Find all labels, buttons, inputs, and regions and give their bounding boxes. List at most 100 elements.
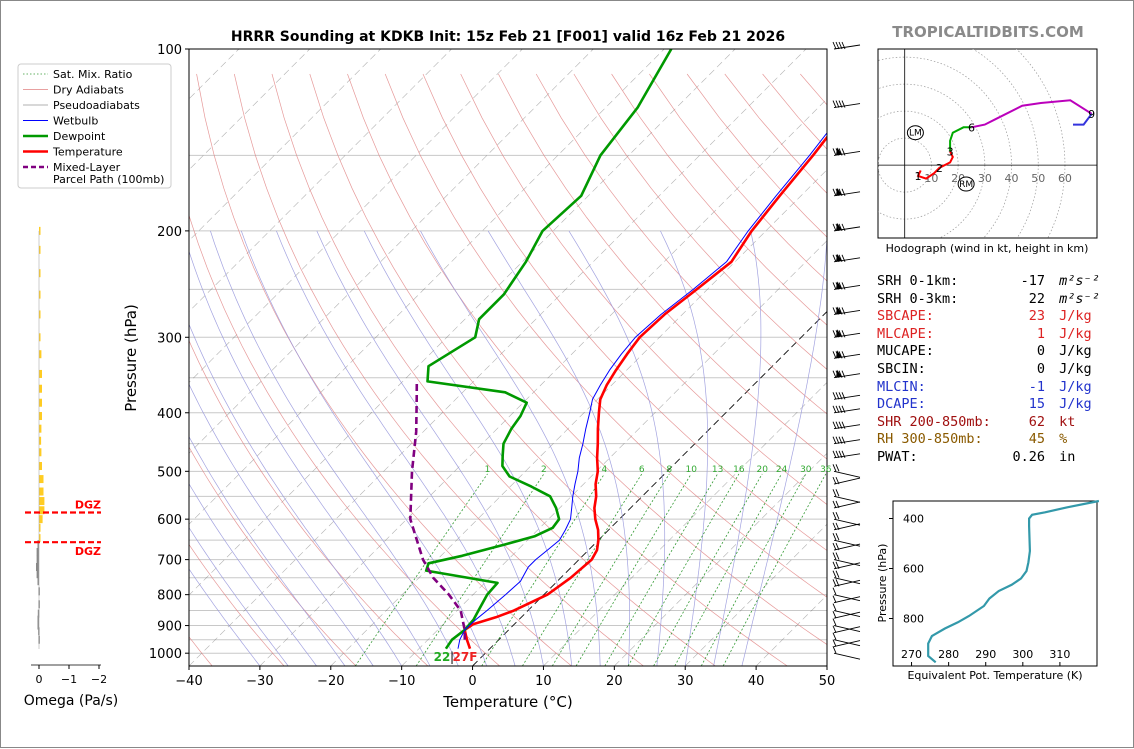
mixing-ratio-line <box>482 474 605 666</box>
wind-barbs <box>833 42 860 659</box>
mixing-ratio-line <box>675 474 782 666</box>
omega-tick-label: −1 <box>61 673 77 686</box>
y-tick-label: 400 <box>157 407 182 422</box>
index-row: RH 300-850mb:45 % <box>877 431 1100 449</box>
index-row: SRH 0-1km:-17 m²s⁻² <box>877 273 1100 291</box>
wind-barb-feather <box>833 596 836 603</box>
right-mover-marker-label: RM <box>959 180 973 190</box>
wind-barb-feather <box>836 512 839 519</box>
isotherm-line <box>189 49 806 666</box>
wind-barb-feather <box>833 189 836 196</box>
wind-barb-feather <box>836 406 839 413</box>
omega-axis-label: Omega (Pa/s) <box>24 693 119 709</box>
wind-barb-feather <box>833 571 836 578</box>
wind-barb <box>833 254 860 262</box>
wind-barb <box>833 512 860 525</box>
mixing-ratio-line <box>552 474 669 666</box>
wind-barb <box>833 543 860 550</box>
dgz-label: DGZ <box>75 499 101 512</box>
wind-barb-feather <box>833 604 836 611</box>
legend-label: Sat. Mix. Ratio <box>53 68 133 81</box>
omega-bar <box>37 570 39 578</box>
hodograph-ring-label: 30 <box>978 172 992 185</box>
moist-adiabat <box>714 231 761 666</box>
index-unit: m²s⁻² <box>1051 291 1100 307</box>
hodograph-frame <box>878 49 1097 238</box>
wind-barb-shaft <box>834 627 860 633</box>
omega-bar <box>39 412 42 420</box>
hodograph-ring-label: 40 <box>1005 172 1019 185</box>
x-tick-label: 30 <box>677 674 694 689</box>
y-tick-label: 500 <box>157 465 182 480</box>
wind-barb-feather <box>833 451 836 458</box>
wind-barb-feather <box>833 633 836 640</box>
index-unit: m²s⁻² <box>1051 273 1100 289</box>
mixing-ratio-label: 30 <box>800 465 812 475</box>
index-row: SBCIN:0 J/kg <box>877 361 1100 379</box>
y-axis-label: Pressure (hPa) <box>122 304 140 412</box>
mixing-ratio-label: 20 <box>756 465 768 475</box>
x-tick-label: 10 <box>535 674 552 689</box>
index-label: SBCAPE: <box>877 308 997 326</box>
wind-barb-feather <box>833 543 836 550</box>
moist-adiabat <box>742 231 828 666</box>
moist-adiabat <box>421 231 601 666</box>
skewt-frame <box>189 49 827 666</box>
mixing-ratio-line <box>654 474 763 666</box>
omega-bar <box>39 475 44 483</box>
index-row: MLCAPE:1 J/kg <box>877 326 1100 344</box>
wind-barb <box>833 533 860 546</box>
legend-label: Temperature <box>52 146 123 159</box>
wind-barb-feather <box>833 646 836 653</box>
wind-barb-shaft <box>834 560 860 566</box>
wind-barb-feather <box>833 224 836 231</box>
legend-label: Wetbulb <box>53 115 98 128</box>
index-unit: J/kg <box>1051 343 1092 359</box>
legend-label: Pseudoadiabats <box>53 99 140 112</box>
x-tick-label: −30 <box>246 674 273 689</box>
hodograph-height-label: 2 <box>936 162 943 175</box>
wind-barb-feather <box>836 101 839 108</box>
left-mover-marker-label: LM <box>909 129 922 139</box>
surface-temperature-label: 27F <box>453 650 478 664</box>
wind-barb-shaft <box>834 496 860 502</box>
wind-barb <box>833 306 860 314</box>
moist-adiabat <box>52 231 260 666</box>
omega-tick-label: 0 <box>36 673 43 686</box>
legend-label: Dry Adiabats <box>53 84 124 97</box>
index-value: 22 <box>997 291 1045 309</box>
x-tick-label: 20 <box>606 674 623 689</box>
dry-adiabat <box>159 74 500 666</box>
wind-barb-feather <box>833 351 836 358</box>
mixing-ratio-line <box>723 474 826 666</box>
wind-barb-shaft <box>834 611 860 617</box>
dry-adiabat <box>272 74 715 666</box>
mixing-ratio-line <box>605 474 718 666</box>
index-label: SRH 0-1km: <box>877 273 997 291</box>
x-tick-label: 40 <box>748 674 765 689</box>
wind-barb <box>833 501 860 508</box>
index-row: SRH 0-3km:22 m²s⁻² <box>877 291 1100 309</box>
hodograph-caption: Hodograph (wind in kt, height in km) <box>886 242 1089 255</box>
wind-barb-shaft <box>834 653 860 659</box>
mixing-ratio-label: 13 <box>712 465 723 475</box>
hodograph-ring-label: 50 <box>1031 172 1045 185</box>
wind-barb-feather <box>833 148 836 155</box>
omega-bar <box>39 425 41 433</box>
wind-barb-feather <box>833 579 836 586</box>
x-axis-label: Temperature (°C) <box>442 693 572 711</box>
wind-barb-feather <box>833 392 836 399</box>
wind-barb-feather <box>836 571 839 578</box>
wind-barb-feather <box>833 523 836 530</box>
mixing-ratio-line <box>522 474 641 666</box>
omega-bar <box>39 488 44 496</box>
mixing-ratio-line <box>701 474 806 666</box>
wind-barb-feather <box>836 437 839 444</box>
wind-barb-feather <box>833 489 836 496</box>
wind-barb-feather <box>833 371 836 378</box>
theta-e-x-tick-label: 300 <box>1012 648 1033 661</box>
index-value: 0 <box>997 343 1045 361</box>
omega-bar <box>39 448 41 456</box>
mixing-ratio-label: 24 <box>776 465 788 475</box>
